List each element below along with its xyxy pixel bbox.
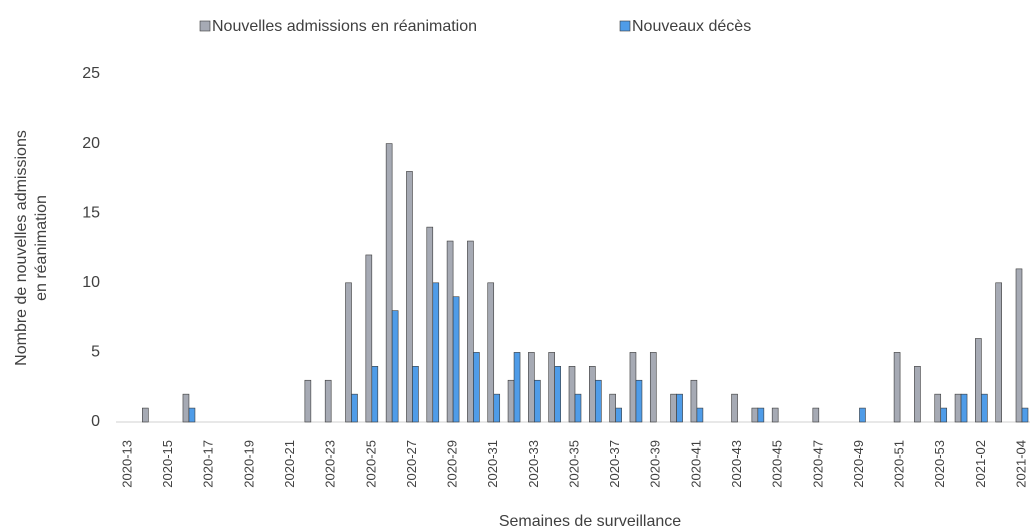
x-tick-label: 2020-31 [485, 440, 500, 488]
bar [371, 366, 379, 423]
y-tick-label: 5 [91, 344, 100, 361]
bar [568, 366, 576, 423]
bar [649, 352, 657, 423]
bar [412, 366, 419, 423]
bar [142, 407, 149, 423]
bar [487, 282, 495, 423]
bar [554, 366, 561, 423]
bar [635, 379, 643, 423]
bar [391, 310, 399, 423]
bar [528, 352, 535, 423]
x-tick-label: 2020-51 [892, 440, 907, 488]
x-axis-title: Semaines de surveillance [499, 513, 681, 530]
bar [954, 393, 962, 423]
y-tick-label: 0 [91, 413, 100, 430]
bar [304, 379, 312, 423]
x-tick-label: 2020-29 [445, 440, 460, 488]
bar [432, 282, 440, 423]
bar [406, 171, 413, 423]
legend-label: Nouveaux décès [632, 18, 751, 35]
bar [589, 366, 596, 423]
bar [771, 407, 779, 423]
bar [182, 393, 190, 423]
bar [1021, 407, 1029, 423]
x-tick-label: 2021-04 [1013, 440, 1028, 488]
bar [452, 296, 460, 423]
x-tick-label: 2020-27 [404, 440, 419, 488]
bar [696, 407, 704, 423]
x-tick-label: 2020-41 [688, 440, 703, 488]
bar [574, 393, 582, 423]
x-tick-label: 2020-21 [282, 440, 297, 488]
bar [609, 393, 616, 423]
legend-swatch [199, 20, 211, 32]
bar [345, 282, 352, 423]
x-tick-label: 2020-53 [932, 440, 947, 488]
x-tick-label: 2020-23 [323, 440, 338, 488]
bar [975, 338, 982, 423]
x-tick-label: 2020-43 [729, 440, 744, 488]
bar [615, 407, 622, 423]
bar [859, 407, 866, 423]
bar [1015, 268, 1023, 423]
bar [731, 393, 738, 423]
legend-label: Nouvelles admissions en réanimation [212, 18, 477, 35]
bar [513, 352, 521, 423]
bar [351, 393, 358, 423]
y-tick-label: 25 [82, 65, 100, 82]
legend-swatch [619, 20, 631, 32]
bar [426, 226, 434, 423]
x-tick-label: 2020-19 [241, 440, 256, 488]
bar [446, 240, 454, 423]
y-tick-label: 20 [82, 135, 100, 152]
bar [629, 352, 637, 423]
x-tick-label: 2021-02 [973, 440, 988, 488]
bar [670, 393, 677, 423]
bar [757, 407, 765, 423]
bar [995, 282, 1002, 423]
bar [981, 393, 988, 423]
bar [365, 254, 373, 423]
bar [467, 240, 474, 423]
bar [893, 352, 901, 423]
x-tick-label: 2020-37 [607, 440, 622, 488]
y-axis-title-line: en réanimation [33, 195, 50, 301]
x-tick-label: 2020-13 [119, 440, 134, 488]
y-axis-title: Nombre de nouvelles admissions en réanim… [13, 130, 50, 366]
bar [690, 379, 698, 423]
bar [676, 393, 683, 423]
bar [960, 393, 968, 423]
bar [914, 366, 921, 423]
bar [188, 407, 196, 423]
x-tick-label: 2020-15 [160, 440, 175, 488]
x-tick-label: 2020-47 [810, 440, 825, 488]
bar [507, 379, 515, 423]
x-tick-label: 2020-49 [851, 440, 866, 488]
y-tick-label: 15 [82, 204, 100, 221]
bar [940, 407, 948, 423]
bar [548, 352, 555, 423]
bar [385, 143, 393, 423]
x-tick-label: 2020-17 [201, 440, 216, 488]
x-tick-label: 2020-35 [566, 440, 581, 488]
y-tick-label: 10 [82, 274, 100, 291]
bar [324, 379, 332, 423]
bar [934, 393, 942, 423]
x-tick-label: 2020-25 [363, 440, 378, 488]
bar [493, 393, 501, 423]
bar [473, 352, 480, 423]
bar [812, 407, 820, 423]
x-tick-label: 2020-39 [648, 440, 663, 488]
bar [751, 407, 759, 423]
x-tick-label: 2020-33 [526, 440, 541, 488]
y-axis-title-line: Nombre de nouvelles admissions [13, 130, 30, 366]
x-tick-label: 2020-45 [770, 440, 785, 488]
bar [534, 379, 541, 423]
bar [595, 379, 602, 423]
